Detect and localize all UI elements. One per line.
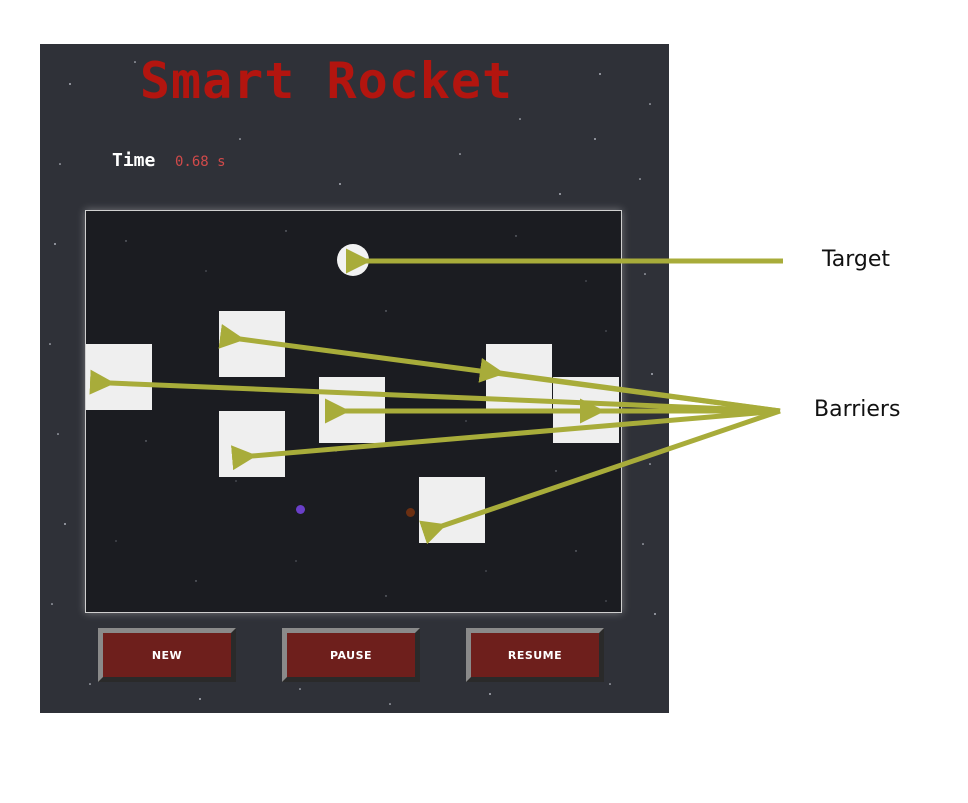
game-canvas[interactable]: [85, 210, 622, 613]
barrier: [553, 377, 619, 443]
target-annotation-label: Target: [822, 247, 891, 272]
time-readout: Time 0.68 s: [112, 150, 226, 171]
time-value: 0.68 s: [175, 154, 226, 170]
pause-button[interactable]: PAUSE: [282, 628, 420, 682]
time-label: Time: [112, 150, 156, 171]
barrier: [219, 411, 285, 477]
resume-button[interactable]: RESUME: [466, 628, 604, 682]
game-title: Smart Rocket: [139, 52, 514, 110]
game-panel: Smart Rocket Time 0.68 s: [40, 44, 669, 713]
barriers-annotation-label: Barriers: [814, 397, 901, 422]
rocket-dot: [296, 505, 305, 514]
barrier: [219, 311, 285, 377]
barrier: [86, 344, 152, 410]
barrier: [319, 377, 385, 443]
target-circle: [337, 244, 369, 276]
barrier: [486, 344, 552, 410]
barrier: [419, 477, 485, 543]
rocket-dot: [406, 508, 415, 517]
new-button[interactable]: NEW: [98, 628, 236, 682]
